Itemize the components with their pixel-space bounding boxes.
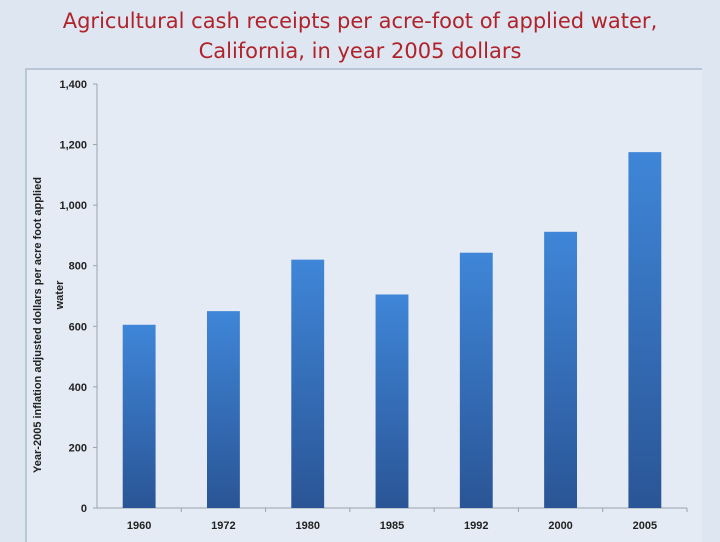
bar-1972 bbox=[206, 311, 240, 508]
bar-1985 bbox=[375, 294, 409, 508]
y-tick-label: 0 bbox=[81, 503, 87, 515]
y-axis-title-line2: water bbox=[54, 280, 66, 310]
x-tick-label: 1985 bbox=[380, 520, 404, 532]
y-tick-label: 1,000 bbox=[59, 200, 87, 212]
bar-chart: 0 200 400 600 800 1,000 1,200 1,400 1960 1972 1980… bbox=[32, 79, 688, 532]
bar-1960 bbox=[122, 324, 156, 508]
y-tick-label: 400 bbox=[69, 382, 87, 394]
y-axis-title-line1: Year-2005 inflation adjusted dollars per… bbox=[32, 177, 44, 473]
bar-2005 bbox=[628, 152, 662, 508]
x-tick-label: 2005 bbox=[633, 520, 657, 532]
chart-title-line1: Agricultural cash receipts per acre-foot… bbox=[62, 9, 658, 33]
y-tick-label: 200 bbox=[69, 442, 87, 454]
y-tick-label: 600 bbox=[69, 321, 87, 333]
bar-1980 bbox=[291, 259, 325, 508]
x-tick-label: 1992 bbox=[464, 520, 488, 532]
y-tick-label: 1,200 bbox=[59, 140, 87, 152]
chart-area: 0 200 400 600 800 1,000 1,200 1,400 1960 1972 1980… bbox=[25, 68, 702, 542]
y-tick-label: 800 bbox=[69, 261, 87, 273]
x-tick-label: 1960 bbox=[127, 520, 151, 532]
x-tick-label: 1980 bbox=[295, 520, 319, 532]
bar-1992 bbox=[459, 252, 493, 508]
x-tick-label: 1972 bbox=[211, 520, 235, 532]
chart-title: Agricultural cash receipts per acre-foot… bbox=[0, 6, 720, 66]
y-tick-label: 1,400 bbox=[59, 79, 87, 91]
x-tick-label: 2000 bbox=[548, 520, 572, 532]
chart-title-line2: California, in year 2005 dollars bbox=[198, 39, 522, 63]
bar-2000 bbox=[544, 231, 578, 508]
